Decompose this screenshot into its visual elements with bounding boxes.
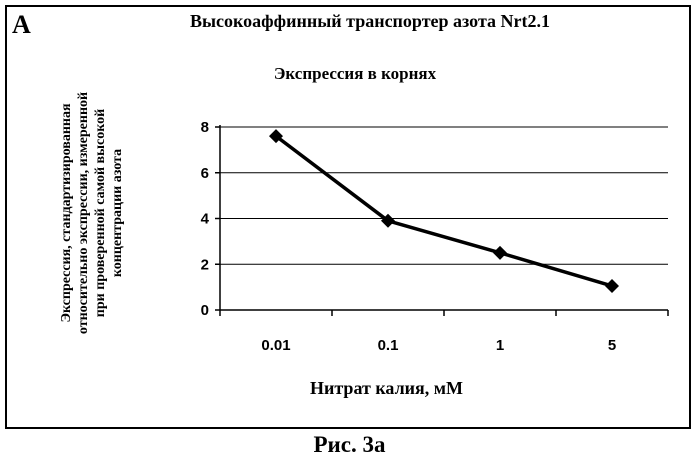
x-tick-labels: 0.01 0.1 1 5: [261, 337, 616, 354]
x-axis-label: Нитрат калия, мМ: [310, 378, 463, 399]
series-line: [276, 136, 612, 286]
data-point-marker: [605, 279, 619, 293]
x-tick-label: 1: [496, 337, 504, 354]
y-tick-labels: 0 2 4 6 8: [201, 119, 210, 319]
x-tick-label: 5: [608, 337, 616, 354]
data-point-marker: [493, 246, 507, 260]
figure-caption: Рис. 3а: [0, 432, 699, 458]
y-tick-label: 0: [201, 302, 209, 319]
y-tick-label: 8: [201, 119, 209, 136]
axes: [215, 125, 668, 316]
y-tick-label: 2: [201, 256, 209, 273]
y-tick-label: 4: [201, 211, 210, 228]
x-tick-label: 0.1: [378, 337, 399, 354]
x-tick-label: 0.01: [261, 337, 290, 354]
series-group: [269, 129, 619, 293]
y-tick-label: 6: [201, 165, 209, 182]
gridlines: [220, 127, 668, 264]
